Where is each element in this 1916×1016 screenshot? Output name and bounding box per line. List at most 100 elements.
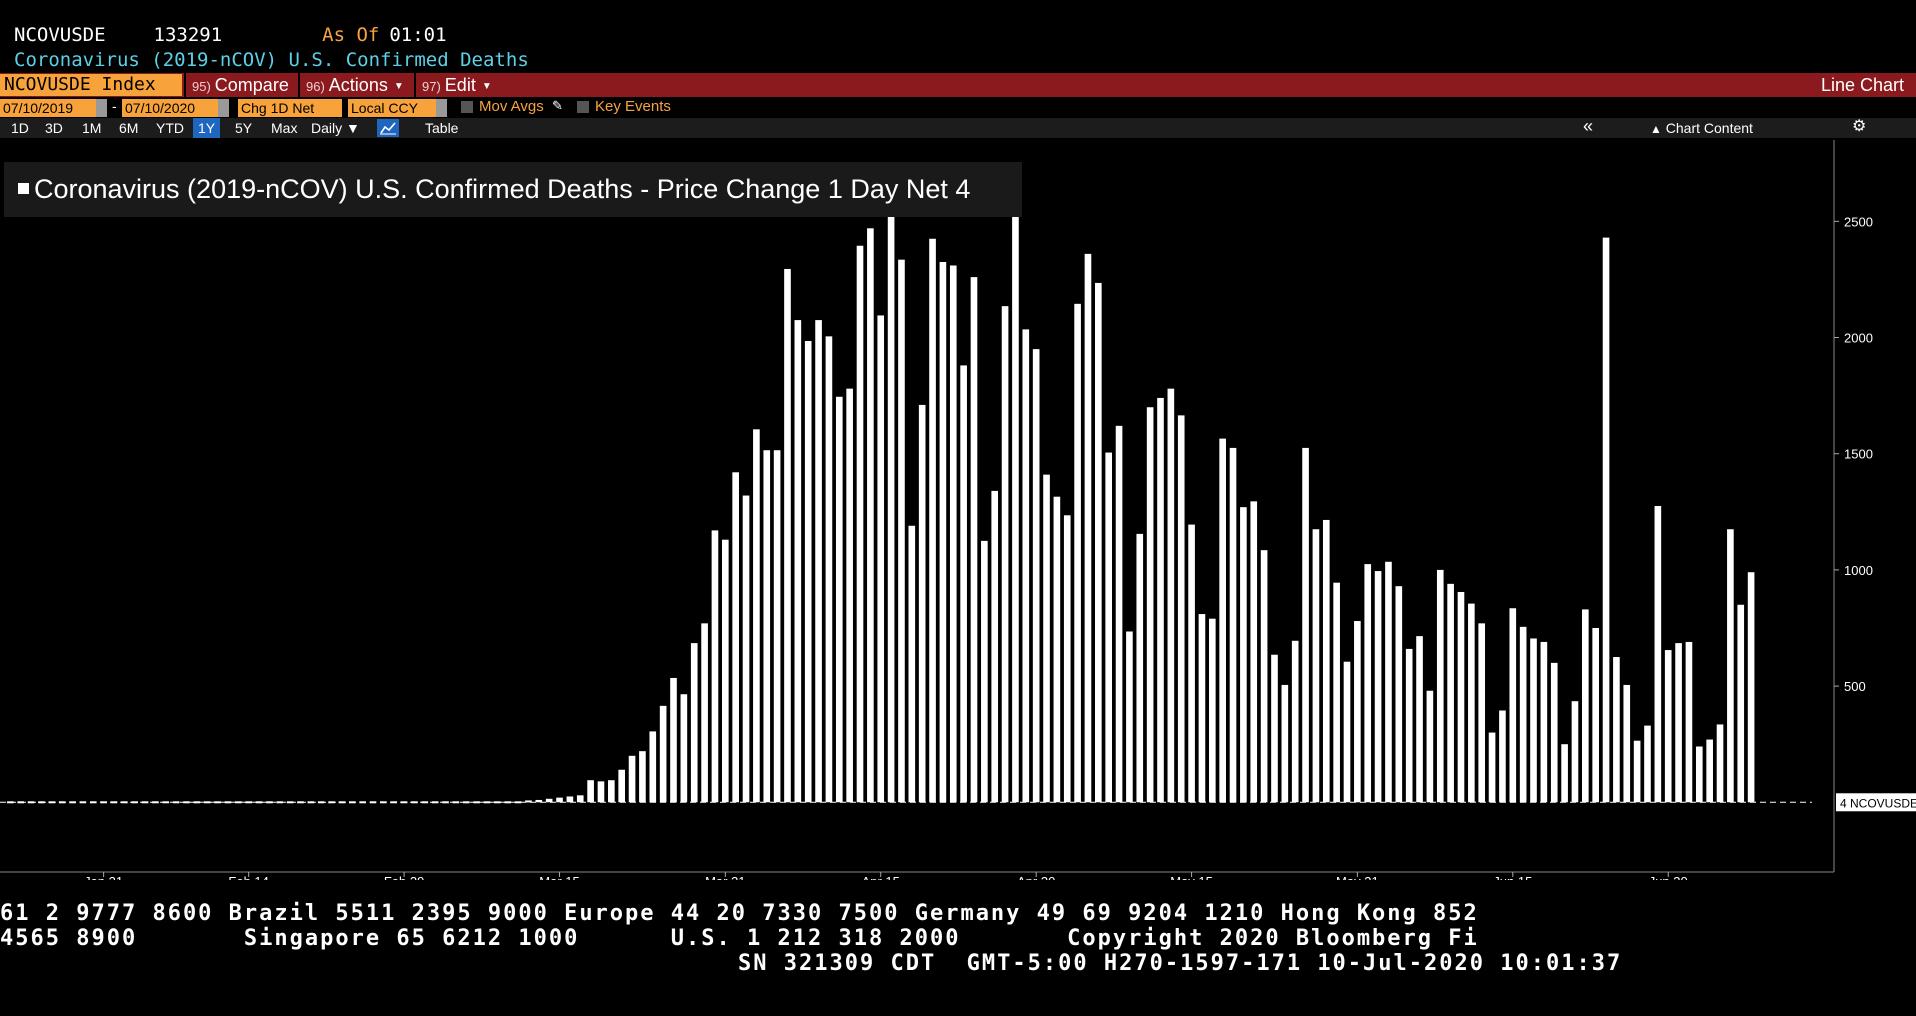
- chart-content-button[interactable]: ▲ Chart Content: [1650, 118, 1753, 139]
- chart-bar-2020-02-11: [214, 801, 221, 804]
- ticker-symbol[interactable]: NCOVUSDE: [14, 24, 106, 46]
- pencil-icon[interactable]: ✎: [552, 98, 563, 113]
- chart-bar-2020-04-17: [898, 259, 905, 803]
- chart-bar-2020-02-10: [203, 801, 211, 804]
- period-select[interactable]: Daily ▼: [311, 120, 360, 136]
- gear-icon[interactable]: ⚙: [1852, 118, 1867, 135]
- chart-bar-2020-03-29: [701, 623, 708, 803]
- chart-bar-2020-05-31: [1354, 621, 1361, 803]
- range-5y[interactable]: 5Y: [235, 120, 253, 136]
- compare-label: Compare: [214, 75, 289, 95]
- chart-bar-2020-05-24: [1281, 684, 1289, 803]
- chart-bar-2020-05-25: [1291, 640, 1299, 803]
- chart-bar-2020-05-28: [1322, 519, 1330, 803]
- range-ytd[interactable]: YTD: [156, 120, 184, 136]
- actions-button[interactable]: 96) Actions ▼: [298, 73, 412, 97]
- chart-bar-2020-04-15: [877, 315, 885, 803]
- chart-bar-2020-07-03: [1695, 746, 1703, 803]
- x-tick-label-Mar 15: Mar 15: [539, 874, 579, 880]
- chart-bar-2020-04-10: [825, 336, 833, 803]
- chart-bar-2020-02-04: [141, 801, 149, 804]
- chart-bar-2020-04-23: [960, 365, 967, 803]
- footer-timestamp-line: SN 321309 CDT GMT-5:00 H270-1597-171 10-…: [738, 951, 1623, 976]
- key-events-label[interactable]: Key Events: [595, 98, 671, 115]
- as-of-label: As Of: [322, 24, 380, 46]
- chart-bar-2020-03-25: [659, 705, 667, 803]
- chart-bar-2020-04-14: [867, 228, 874, 803]
- chart-bar-2020-05-05: [1084, 253, 1092, 803]
- chart-bar-2020-02-25: [359, 801, 366, 804]
- range-1y[interactable]: 1Y: [193, 118, 221, 138]
- chart-bar-2020-04-13: [856, 245, 864, 803]
- range-6m[interactable]: 6M: [119, 120, 139, 136]
- compare-button[interactable]: 95) Compare: [184, 73, 296, 97]
- chart-bar-2020-02-17: [276, 801, 284, 804]
- chart-bar-2020-05-11: [1146, 407, 1154, 803]
- range-3d[interactable]: 3D: [45, 120, 63, 136]
- chart-bar-2020-02-09: [193, 801, 201, 804]
- chart-bar-2020-07-04: [1706, 739, 1713, 803]
- footer-contact-line-1: 61 2 9777 8600 Brazil 5511 2395 9000 Eur…: [0, 901, 1479, 926]
- chart-bar-2020-05-17: [1208, 618, 1216, 803]
- chart-bar-2020-06-30: [1664, 650, 1672, 803]
- range-1d[interactable]: 1D: [11, 120, 29, 136]
- data-field-select[interactable]: Chg 1D Net: [238, 99, 342, 117]
- start-date-field[interactable]: 07/10/2019: [0, 99, 96, 117]
- chart-bar-2020-03-14: [545, 798, 553, 803]
- chart-bar-2020-05-29: [1333, 582, 1340, 803]
- chart-bar-2020-04-30: [1032, 349, 1040, 803]
- end-date-field[interactable]: 07/10/2020: [122, 99, 218, 117]
- chart-bar-2020-02-16: [266, 801, 273, 804]
- legend-box[interactable]: [4, 162, 1022, 217]
- chart-bar-2020-02-26: [369, 801, 377, 804]
- chart-bar-2020-03-30: [711, 530, 719, 803]
- chart-bar-2020-05-10: [1136, 533, 1144, 803]
- chart-bar-2020-04-02: [742, 495, 750, 803]
- chart-bar-2020-06-15: [1509, 608, 1517, 803]
- security-description: Coronavirus (2019-nCOV) U.S. Confirmed D…: [14, 49, 529, 71]
- calendar-icon[interactable]: [218, 99, 229, 117]
- currency-select[interactable]: Local CCY: [348, 99, 436, 117]
- chart-bar-2020-03-11: [514, 801, 522, 804]
- mov-avgs-checkbox[interactable]: [461, 101, 473, 113]
- chart-type-label[interactable]: Line Chart: [1820, 75, 1904, 95]
- range-1m[interactable]: 1M: [82, 120, 102, 136]
- chevron-down-icon[interactable]: [436, 99, 447, 117]
- chart-bar-2020-06-28: [1644, 725, 1651, 803]
- chart-bar-2020-04-18: [908, 525, 916, 803]
- chart-bar-2020-03-18: [587, 780, 594, 803]
- chart-bar-2020-04-22: [949, 265, 957, 803]
- calendar-icon[interactable]: [96, 99, 107, 117]
- chart-bar-2020-07-08: [1747, 572, 1755, 803]
- security-field[interactable]: NCOVUSDE Index: [0, 74, 182, 96]
- chart-bar-2020-04-08: [804, 341, 812, 803]
- chart-bar-2020-04-03: [753, 429, 760, 803]
- chart-bar-2020-07-01: [1675, 643, 1682, 803]
- y-tick-label-1500: 1500: [1844, 447, 1873, 462]
- chart-bar-2020-04-28: [1012, 195, 1019, 803]
- line-chart-icon[interactable]: [377, 119, 399, 137]
- chart-bar-2020-04-19: [918, 404, 926, 803]
- chart-bar-2020-05-08: [1115, 425, 1123, 803]
- table-button[interactable]: Table: [425, 120, 459, 136]
- mov-avgs-label[interactable]: Mov Avgs: [479, 98, 544, 115]
- chart-bar-2020-07-07: [1737, 604, 1745, 803]
- chart-bar-2020-03-22: [628, 755, 636, 803]
- footer-contact-line-2: 4565 8900 Singapore 65 6212 1000 U.S. 1 …: [0, 926, 1479, 951]
- chart-bar-2020-02-06: [162, 801, 170, 804]
- double-chevron-left-icon[interactable]: «: [1583, 116, 1594, 136]
- y-tick-label-1000: 1000: [1844, 563, 1873, 578]
- chart-bar-2020-01-25: [38, 801, 45, 804]
- header-line: NCOVUSDE 133291 As Of 01:01: [14, 24, 447, 46]
- chart-bar-2020-05-27: [1312, 529, 1320, 803]
- chart-bar-2020-03-03: [431, 801, 439, 804]
- edit-button[interactable]: 97) Edit ▼: [414, 73, 502, 97]
- chart-bar-2020-06-26: [1623, 684, 1631, 803]
- x-tick-label-Apr 15: Apr 15: [862, 874, 900, 880]
- chart-bar-2020-02-14: [245, 801, 252, 804]
- chart-bar-2020-04-01: [732, 472, 739, 803]
- key-events-checkbox[interactable]: [577, 101, 589, 113]
- chart-bar-2020-05-13: [1167, 388, 1175, 803]
- range-max[interactable]: Max: [271, 120, 298, 136]
- chart-bar-2020-05-07: [1105, 452, 1113, 803]
